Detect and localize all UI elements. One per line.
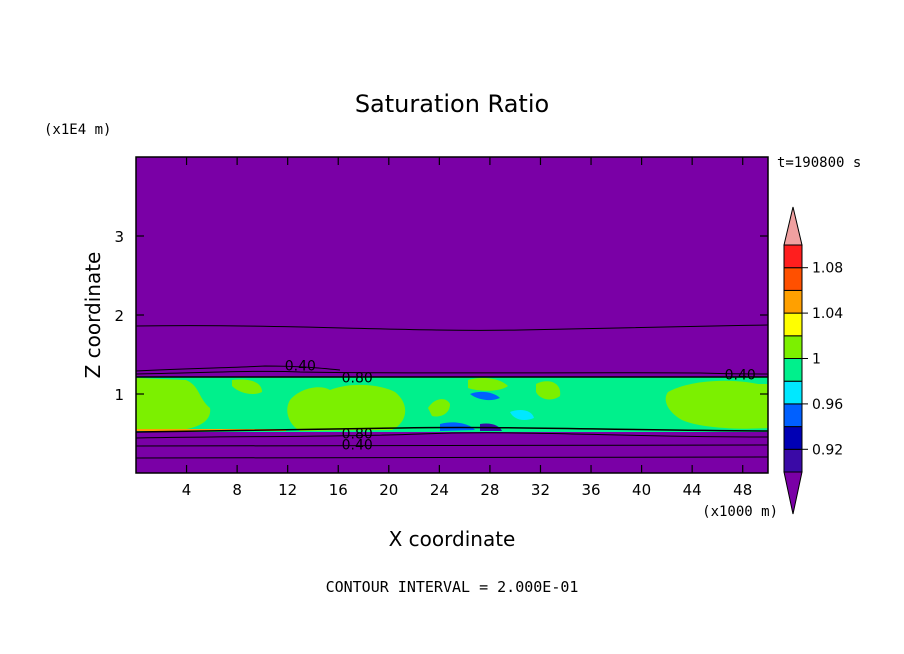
colorbar-band [783,403,803,428]
contour-line-040 [136,370,768,375]
cyan-patch-1 [510,410,534,420]
colorbar-label: 0.96 [812,397,843,413]
y-axis-ticks: 1 2 3 [114,228,768,404]
y-unit-label: (x1E4 m) [44,122,111,138]
x-tick-label: 28 [480,481,499,499]
x-tick-label: 36 [581,481,600,499]
chart-title: Saturation Ratio [355,90,549,118]
colorbar-band [783,335,803,359]
colorbar-label: 1.08 [812,261,843,277]
colorbar-label: 1.04 [812,306,843,322]
green-patch-4 [428,399,450,417]
x-tick-label: 16 [329,481,348,499]
contour-line-040-left [136,365,341,372]
green-patch-5 [468,378,508,391]
orange-edge [136,429,286,431]
contour-interval-label: CONTOUR INTERVAL = 2.000E-01 [326,578,579,596]
x-tick-label: 44 [683,481,702,499]
colorbar: 0.92 0.96 1 1.04 1.08 [783,206,843,515]
y-axis-label: Z coordinate [81,252,105,379]
green-patch-1 [136,378,211,431]
contour-label: 0.40 [725,367,756,383]
colorbar-band [783,289,803,314]
plot-area: 0.400.80 0.400.800.40 [136,157,768,473]
contour-line-upper [136,324,768,331]
green-patch-7 [665,380,768,429]
colorbar-bottom-arrow [783,471,803,515]
colorbar-band [783,426,803,450]
green-patch-3 [232,379,262,394]
colorbar-band [783,358,803,382]
x-unit-label: (x1000 m) [702,504,778,520]
contour-label: 0.40 [285,359,316,375]
colorbar-band [783,312,803,337]
green-patch-6 [536,381,561,400]
contour-label: 0.40 [342,438,373,454]
colorbar-label: 0.92 [812,442,843,458]
x-tick-label: 24 [430,481,449,499]
blue-patch-2 [440,422,475,431]
contour-line-040-bottom [136,432,768,439]
x-tick-label: 20 [379,481,398,499]
contour-label: 0.80 [342,370,373,386]
y-tick-label: 3 [114,228,124,246]
x-axis-label: X coordinate [389,527,516,551]
x-tick-label: 4 [182,481,192,499]
colorbar-label: 1 [812,352,821,368]
colorbar-band [783,244,803,269]
x-tick-label: 12 [278,481,297,499]
x-tick-label: 32 [531,481,550,499]
contour-label: 0.80 [342,427,373,443]
contour-labels: 0.400.80 0.400.800.40 [285,359,756,454]
x-axis-ticks: 4 8 12 16 20 24 28 32 36 40 44 48 [182,157,752,499]
blue-patch-1 [470,391,500,401]
time-label: t=190800 s [777,155,861,171]
contour-line-080-bottom [136,426,768,433]
green-patch-2 [287,384,406,431]
colorbar-band [783,380,803,405]
colorbar-top-arrow [783,206,803,246]
x-tick-label: 40 [632,481,651,499]
y-tick-label: 2 [114,307,124,325]
y-tick-label: 1 [114,386,124,404]
x-tick-label: 8 [232,481,242,499]
colorbar-band [783,448,803,473]
colorbar-band [783,267,803,291]
x-tick-label: 48 [733,481,752,499]
